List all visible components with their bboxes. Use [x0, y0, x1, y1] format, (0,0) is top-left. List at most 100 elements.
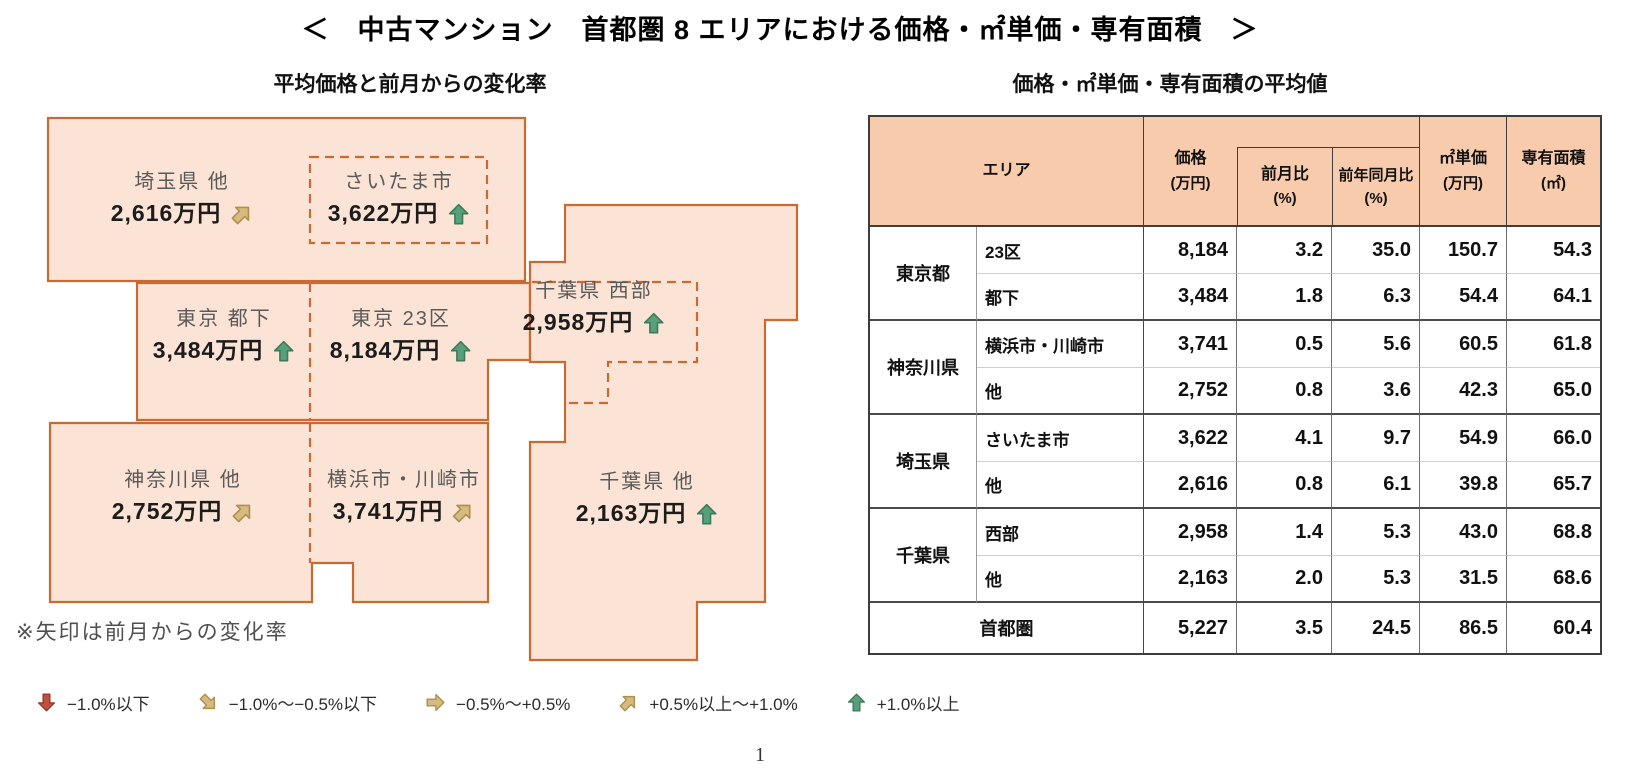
map-region-label-tokyo-23ku: 東京 23区 8,184万円: [330, 307, 473, 365]
legend-label: −1.0%以下: [67, 695, 150, 714]
region-price: 2,163万円: [576, 500, 719, 528]
value-cell: 2,616: [1144, 462, 1237, 509]
map-region-label-saitama-other: 埼玉県 他 2,616万円: [111, 170, 254, 228]
area-cell: 他: [977, 556, 1144, 603]
value-cell: 39.8: [1420, 462, 1507, 509]
region-name: 東京 都下: [176, 308, 272, 331]
region-price: 3,741万円: [327, 498, 481, 526]
region-name: 神奈川県 他: [124, 469, 242, 492]
up-arrow-icon: [273, 340, 294, 362]
value-cell: 65.0: [1507, 368, 1600, 415]
value-cell: 2,163: [1144, 556, 1237, 603]
header-col-0: 価格 (万円): [1144, 117, 1237, 227]
region-price: 2,752万円: [112, 498, 255, 526]
value-cell: 3.2: [1237, 227, 1332, 274]
value-cell: 3.6: [1332, 368, 1420, 415]
value-cell: 0.8: [1237, 462, 1332, 509]
down-right-arrow-icon: [199, 693, 215, 710]
up-right-arrow-icon: [231, 206, 249, 225]
legend-label: +0.5%以上～+1.0%: [649, 695, 798, 714]
value-cell: 5.3: [1332, 509, 1420, 556]
value-cell: 60.5: [1420, 321, 1507, 368]
total-value-cell: 3.5: [1237, 603, 1332, 653]
map-subtitle: 平均価格と前月からの変化率: [273, 73, 547, 96]
page-title: ＜ 中古マンション 首都圏 8 エリアにおける価格・㎡単価・専有面積 ＞: [301, 15, 1259, 45]
header-area: エリア: [870, 117, 1144, 227]
value-cell: 65.7: [1507, 462, 1600, 509]
up-arrow-icon: [643, 312, 664, 334]
value-cell: 35.0: [1332, 227, 1420, 274]
total-value-cell: 5,227: [1144, 603, 1237, 653]
value-cell: 31.5: [1420, 556, 1507, 603]
total-value-cell: 60.4: [1553, 616, 1592, 639]
legend-item-0: −1.0%以下: [36, 690, 150, 715]
up-right-arrow-icon: [619, 695, 636, 712]
pref-cell: 神奈川県: [870, 321, 977, 415]
value-cell: 42.3: [1420, 368, 1507, 415]
pref-cell: 埼玉県: [870, 415, 977, 509]
region-name: 埼玉県 他: [134, 171, 230, 194]
map-dashed-saitama-city-box: [308, 155, 489, 245]
map-dashed-chiba-west-boundary: [532, 280, 699, 405]
value-cell: 2,958: [1144, 509, 1237, 556]
value-cell: 61.8: [1507, 321, 1600, 368]
area-map: [46, 116, 799, 662]
map-region-label-tokyo-toka: 東京 都下 3,484万円: [153, 307, 296, 365]
value-cell: 2,752: [1144, 368, 1237, 415]
legend-item-4: +1.0%以上: [846, 690, 960, 715]
value-cell: 68.6: [1507, 556, 1600, 603]
value-cell: 4.1: [1237, 415, 1332, 462]
map-shape-chiba: [528, 203, 799, 662]
header-col-2: 前年同月比 (%): [1332, 117, 1420, 227]
value-cell: 150.7: [1420, 227, 1507, 274]
legend-label: −0.5%～+0.5%: [456, 695, 571, 714]
table-subtitle: 価格・㎡単価・専有面積の平均値: [1012, 73, 1328, 96]
pref-cell: 千葉県: [870, 509, 977, 603]
region-price: 3,484万円: [153, 337, 296, 365]
stats-table: エリア 価格 (万円) 前月比 (%) 前年同月比 (%) ㎡単価 (万円) 専有面積 (㎡) 東京都…: [868, 115, 1602, 655]
value-cell: 3,741: [1144, 321, 1237, 368]
value-cell: 0.5: [1237, 321, 1332, 368]
value-cell: 8,184: [1144, 227, 1237, 274]
up-arrow-icon: [847, 693, 865, 712]
value-cell: 0.8: [1237, 368, 1332, 415]
value-cell: 54.9: [1420, 415, 1507, 462]
arrow-legend: −1.0%以下 −1.0%～−0.5%以下 −0.5%～+0.5% +0.5%以上～+…: [36, 690, 959, 715]
value-cell: 3,622: [1144, 415, 1237, 462]
value-cell: 1.4: [1237, 509, 1332, 556]
up-right-arrow-icon: [453, 504, 471, 523]
value-cell: 54.4: [1420, 274, 1507, 321]
value-cell: 3,484: [1144, 274, 1237, 321]
map-note: ※矢印は前月からの変化率: [16, 621, 289, 644]
total-value-cell: 86.5: [1420, 603, 1507, 653]
value-cell: 1.8: [1237, 274, 1332, 321]
pref-cell: 東京都: [870, 227, 977, 321]
area-cell: さいたま市: [977, 415, 1144, 462]
area-cell: 横浜市・川崎市: [977, 321, 1144, 368]
value-cell: 54.3: [1507, 227, 1600, 274]
legend-label: −1.0%～−0.5%以下: [228, 695, 378, 714]
up-arrow-icon: [448, 203, 469, 225]
area-cell: 西部: [977, 509, 1144, 556]
region-name: 千葉県 西部: [535, 280, 653, 303]
value-cell: 66.0: [1507, 415, 1600, 462]
legend-item-1: −1.0%～−0.5%以下: [198, 690, 377, 715]
total-value-cell: 24.5: [1332, 603, 1420, 653]
map-region-label-yokohama-kawasaki: 横浜市・川崎市 3,741万円: [327, 468, 481, 526]
header-col-1: 前月比 (%): [1237, 117, 1332, 227]
up-arrow-icon: [696, 503, 717, 525]
value-cell: 64.1: [1507, 274, 1600, 321]
right-arrow-icon: [426, 693, 445, 712]
legend-label: +1.0%以上: [876, 695, 960, 714]
up-right-arrow-icon: [232, 504, 250, 523]
map-shape-kanagawa: [48, 421, 490, 604]
value-cell: 5.3: [1332, 556, 1420, 603]
value-cell: 43.0: [1420, 509, 1507, 556]
region-name: 東京 23区: [351, 308, 451, 331]
region-price: 2,958万円: [523, 309, 666, 337]
map-region-label-kanagawa-other: 神奈川県 他 2,752万円: [112, 468, 255, 526]
area-cell: 他: [977, 368, 1144, 415]
region-price: 2,616万円: [111, 200, 254, 228]
value-cell: 68.8: [1507, 509, 1600, 556]
